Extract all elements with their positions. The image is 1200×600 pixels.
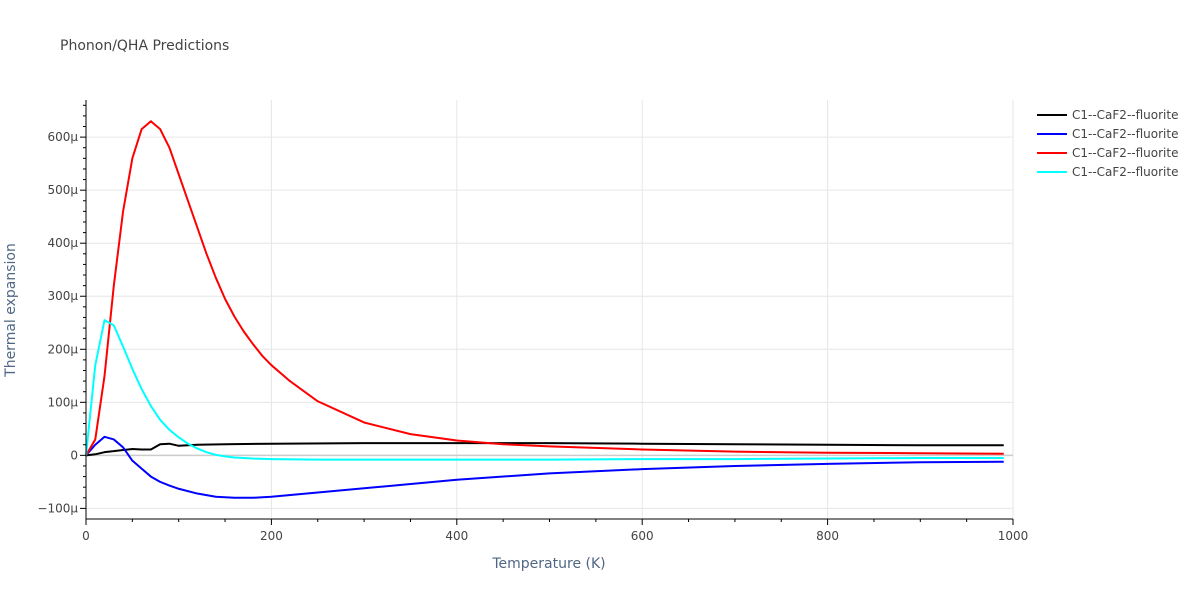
series-line-1 <box>85 442 1004 457</box>
y-tick-label: 200μ <box>47 342 78 356</box>
legend-item-1[interactable]: C1--CaF2--fluorite <box>1037 108 1178 122</box>
legend-item-3[interactable]: C1--CaF2--fluorite <box>1037 146 1178 160</box>
y-tick-label: 400μ <box>47 236 78 250</box>
grid-lines <box>86 100 1014 519</box>
chart-title: Phonon/QHA Predictions <box>60 38 229 54</box>
legend-label: C1--CaF2--fluorite <box>1072 146 1178 160</box>
y-tick-label: 500μ <box>47 183 78 197</box>
series-line-2 <box>85 435 1004 499</box>
legend[interactable]: C1--CaF2--fluorite C1--CaF2--fluorite C1--… <box>1037 108 1178 179</box>
legend-label: C1--CaF2--fluorite <box>1072 108 1178 122</box>
y-tick-label: 100μ <box>47 395 78 409</box>
x-tick-label: 200 <box>260 529 283 543</box>
legend-label: C1--CaF2--fluorite <box>1072 127 1178 141</box>
series-line-4 <box>85 319 1004 461</box>
legend-label: C1--CaF2--fluorite <box>1072 165 1178 179</box>
plot-lines <box>85 120 1004 499</box>
legend-item-4[interactable]: C1--CaF2--fluorite <box>1037 165 1178 179</box>
y-tick-label: 600μ <box>47 130 78 144</box>
y-tick-label: −100μ <box>37 501 78 515</box>
legend-item-2[interactable]: C1--CaF2--fluorite <box>1037 127 1178 141</box>
tick-labels: 0 200 400 600 800 1000 −100μ 0 100μ 200μ 300μ 400μ 5… <box>37 130 1028 543</box>
y-axis-title: Thermal expansion <box>3 243 19 378</box>
x-tick-label: 400 <box>445 529 468 543</box>
axes <box>80 100 1014 525</box>
x-tick-label: 800 <box>816 529 839 543</box>
x-tick-label: 600 <box>631 529 654 543</box>
x-axis-title: Temperature (K) <box>491 556 605 572</box>
x-tick-label: 1000 <box>998 529 1029 543</box>
series-line-3 <box>85 120 1004 456</box>
y-tick-label: 300μ <box>47 289 78 303</box>
y-tick-label: 0 <box>70 448 78 462</box>
x-tick-label: 0 <box>82 529 90 543</box>
